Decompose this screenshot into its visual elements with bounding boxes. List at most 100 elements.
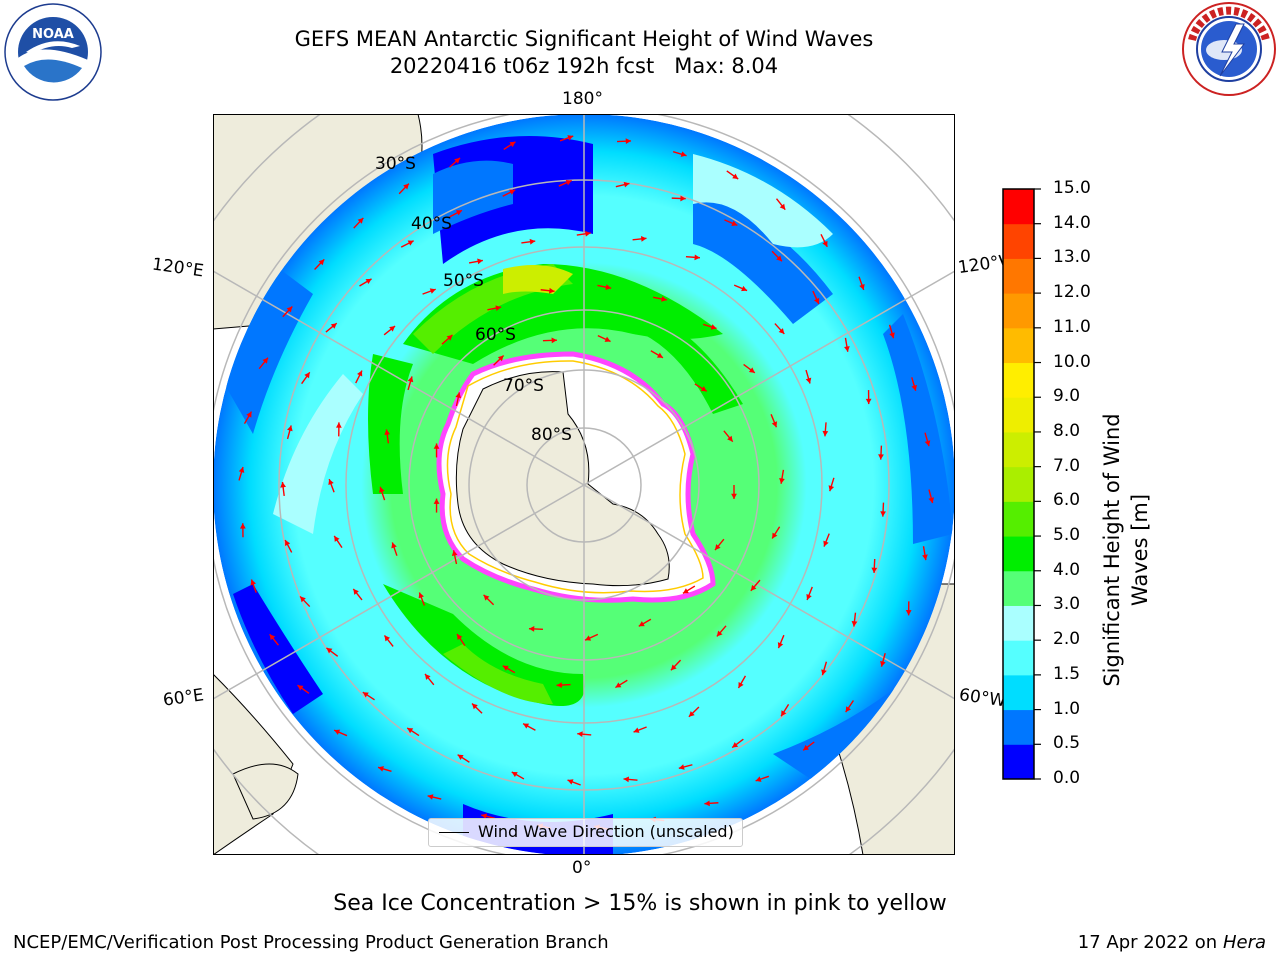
colorbar-cell: [1003, 709, 1034, 745]
wind-arrow-head: [238, 466, 245, 473]
lon-label-0: 0°: [572, 858, 592, 878]
wind-arrow-head: [529, 238, 536, 245]
graticule: [213, 114, 955, 855]
wind-arrow-head: [731, 220, 738, 226]
map-svg: 30°S 40°S 50°S 60°S 70°S 80°S: [213, 114, 955, 855]
wind-arrow-head: [567, 135, 574, 141]
wind-arrow-head: [748, 367, 755, 373]
nws-logo: [1182, 2, 1276, 96]
wind-arrow-head: [727, 435, 733, 442]
wind-arrow-head: [731, 493, 737, 499]
lat-label-60s: 60°S: [475, 325, 516, 345]
footer-date-text: 17 Apr 2022 on: [1077, 932, 1218, 953]
land-madagascar: [232, 763, 299, 820]
wind-arrow-head: [246, 411, 252, 418]
wind-arrow-head: [353, 588, 359, 595]
wind-arrow-head: [585, 635, 592, 641]
colorbar-tick-label: 12.0: [1053, 282, 1091, 303]
colorbar-cell: [1003, 466, 1034, 502]
wind-arrow-head: [605, 284, 612, 290]
wind-arrow-head: [678, 764, 685, 770]
wind-arrow-head: [300, 596, 306, 603]
wind-arrow-head: [567, 779, 574, 785]
wind-arrow-head: [803, 744, 810, 751]
wind-arrow-head: [407, 727, 414, 734]
wind-arrow-head: [845, 706, 851, 713]
wind-arrow-head: [694, 254, 700, 261]
lat-label-70s: 70°S: [503, 376, 544, 396]
wind-arrow-head: [365, 278, 372, 285]
wind-arrow-head: [781, 710, 787, 717]
wind-arrow-head: [287, 425, 293, 432]
wind-arrow-head: [551, 337, 557, 344]
wind-arrow-head: [755, 776, 762, 782]
colorbar-title-line2: Waves [m]: [1128, 493, 1152, 607]
wind-arrow-head: [716, 630, 723, 637]
wind-arrow-head: [922, 554, 928, 561]
wind-arrow-head: [425, 673, 431, 680]
wind-arrow-head: [859, 284, 865, 290]
wind-arrow-head: [822, 430, 829, 437]
wind-arrow-head: [446, 334, 453, 341]
colorbar-tick-label: 5.0: [1053, 525, 1081, 546]
wind-arrow-head: [269, 634, 276, 641]
noaa-logo: NOAA: [4, 3, 102, 101]
wind-arrow-head: [455, 392, 462, 399]
wind-arrow-head: [806, 593, 812, 600]
wind-arrow-head: [577, 731, 583, 737]
wind-arrow-head: [239, 523, 246, 529]
colorbar-tick-label: 0.5: [1053, 733, 1081, 754]
wind-arrow-head: [502, 665, 509, 671]
wind-arrow-head: [585, 230, 591, 237]
wind-arrow-head: [623, 776, 630, 783]
wind-arrow-head: [640, 236, 647, 242]
wind-arrow-head: [334, 535, 340, 542]
sea-ice-note: Sea Ice Concentration > 15% is shown in …: [333, 891, 947, 916]
wind-arrow-head: [455, 210, 462, 216]
wind-arrow-head: [670, 664, 677, 671]
colorbar-tick-label: 11.0: [1053, 316, 1091, 337]
wind-arrow-head: [454, 157, 461, 164]
colorbar-cell: [1003, 674, 1034, 711]
wind-arrow-head: [710, 324, 717, 330]
wind-arrow-head: [682, 588, 689, 594]
colorbar-tick-label: 1.0: [1053, 698, 1081, 719]
wind-arrow-head: [911, 384, 917, 391]
colorbar-tick-label: 10.0: [1053, 351, 1091, 372]
wind-arrow-head: [732, 173, 739, 179]
colorbar-tick-label: 8.0: [1053, 420, 1081, 441]
wind-arrow-head: [509, 141, 516, 148]
wind-arrow-head: [865, 398, 872, 405]
wind-arrow-head: [741, 285, 748, 292]
wind-arrow-head: [880, 511, 886, 517]
wind-arrow-head: [924, 440, 931, 447]
wind-arrow-head: [771, 421, 778, 428]
colorbar-cell: [1003, 189, 1034, 225]
colorbar-cell: [1003, 536, 1034, 572]
colorbar-cell: [1003, 362, 1034, 398]
wind-arrow-head: [407, 240, 414, 246]
wind-arrow-head: [604, 336, 611, 342]
wind-arrow-head: [549, 287, 555, 294]
chart-subtitle: 20220416 t06z 192h fcst Max: 8.04: [389, 54, 779, 78]
colorbar-cell: [1003, 258, 1034, 294]
wind-arrow-head: [880, 660, 886, 667]
footer-host: Hera: [1222, 932, 1266, 953]
wind-arrow-head: [778, 328, 785, 334]
wind-arrow-head: [738, 682, 744, 689]
colorbar-tick-label: 9.0: [1053, 386, 1081, 407]
colorbar-tick-label: 7.0: [1053, 455, 1081, 476]
wind-arrow-head: [633, 727, 640, 733]
wind-arrow-head: [357, 217, 364, 224]
wind-arrow-head: [335, 422, 342, 428]
wind-arrow-head: [457, 754, 464, 760]
wind-arrow-head: [776, 255, 782, 262]
wind-arrow-head: [451, 550, 458, 557]
colorbar-tick-label: 14.0: [1053, 212, 1091, 233]
wind-arrow-head: [779, 203, 786, 210]
wind-arrow-head: [528, 626, 535, 632]
colorbar-cell: [1003, 570, 1034, 606]
wind-arrow-head: [777, 642, 784, 649]
wind-arrow-head: [615, 682, 622, 688]
wind-arrow-head: [680, 151, 687, 157]
